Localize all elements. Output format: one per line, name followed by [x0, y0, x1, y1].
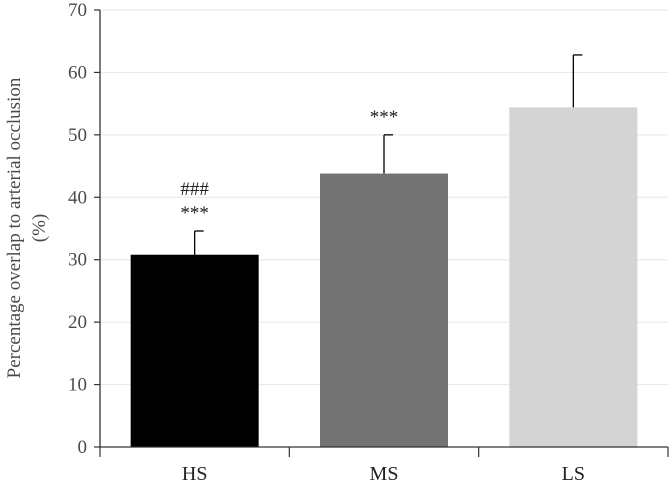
bar-hs: [130, 254, 259, 447]
y-axis-title-line-1: Percentage overlap to arterial occlusion: [4, 77, 25, 378]
bar-ls: [509, 107, 638, 447]
error-bars: [194, 54, 583, 255]
bar-ms: [320, 173, 448, 447]
category-label-ls: LS: [562, 463, 585, 485]
significance-annotations: *** ### ***: [180, 107, 398, 224]
axes: [94, 9, 669, 457]
y-tick-labels: 0 10 20 30 40 50 60 70: [68, 0, 87, 458]
y-tick-label: 30: [68, 250, 87, 271]
category-label-ms: MS: [370, 463, 399, 485]
x-category-labels: HS MS LS: [182, 463, 585, 485]
y-tick-label: 70: [68, 0, 87, 21]
y-tick-label: 40: [68, 187, 87, 208]
significance-annotation: ***: [180, 203, 209, 224]
significance-annotation: ***: [370, 107, 399, 128]
y-tick-label: 10: [68, 375, 87, 396]
y-axis-title-line-2: (%): [29, 214, 50, 242]
bars: [130, 107, 638, 447]
significance-annotation: ###: [180, 179, 209, 200]
category-label-hs: HS: [182, 463, 208, 485]
y-tick-label: 60: [68, 62, 87, 83]
y-tick-label: 0: [78, 437, 88, 458]
y-tick-label: 50: [68, 125, 87, 146]
y-tick-label: 20: [68, 312, 87, 333]
